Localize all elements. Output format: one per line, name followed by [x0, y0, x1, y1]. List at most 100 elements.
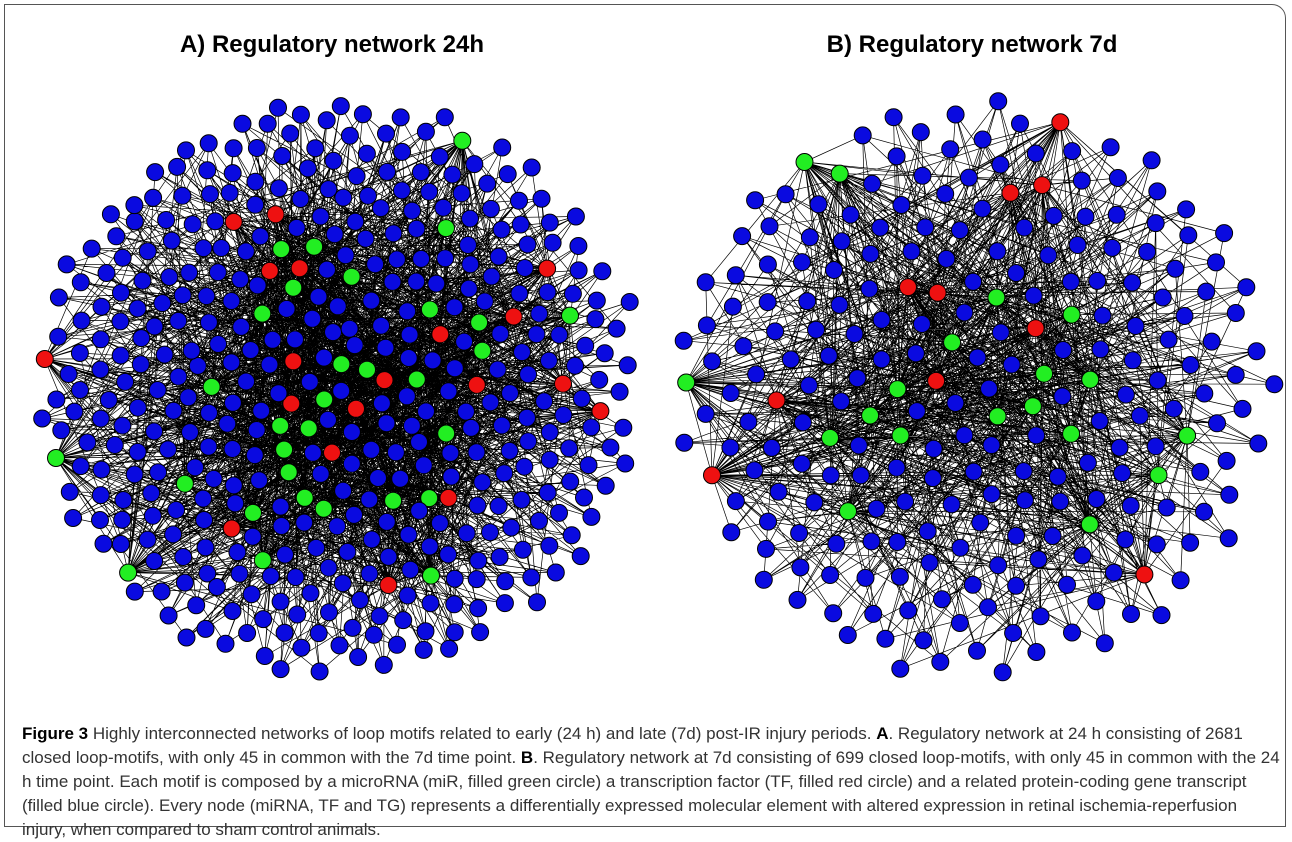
node	[345, 505, 363, 524]
node	[338, 542, 357, 561]
node	[515, 457, 534, 476]
node	[1061, 272, 1080, 291]
node	[562, 526, 581, 545]
caption-label: B	[520, 748, 534, 767]
node	[372, 316, 391, 335]
node	[155, 345, 174, 364]
node	[800, 228, 819, 247]
node	[1031, 607, 1050, 626]
node	[237, 372, 256, 391]
node	[391, 469, 410, 488]
node	[821, 566, 840, 584]
node	[991, 155, 1010, 174]
node	[1146, 437, 1165, 456]
node	[519, 432, 538, 451]
node	[91, 409, 110, 428]
node	[439, 545, 458, 564]
node	[481, 199, 500, 218]
node	[1226, 304, 1245, 322]
node	[128, 442, 147, 461]
node	[1014, 462, 1033, 481]
node	[848, 369, 867, 388]
node	[284, 278, 303, 297]
node	[287, 218, 306, 237]
node	[927, 371, 946, 390]
node	[510, 284, 529, 303]
node	[153, 294, 172, 313]
node	[224, 212, 243, 231]
node	[1146, 214, 1165, 233]
node	[973, 130, 992, 149]
node	[91, 330, 110, 349]
node	[845, 325, 864, 343]
node	[422, 566, 440, 585]
node	[888, 533, 907, 551]
node	[70, 344, 89, 362]
node	[955, 426, 974, 445]
node	[1191, 462, 1210, 481]
node	[222, 292, 241, 310]
node	[400, 325, 419, 344]
node	[754, 570, 773, 589]
node	[60, 482, 79, 501]
node	[1062, 305, 1081, 324]
node	[861, 406, 880, 425]
node	[1007, 264, 1026, 282]
node	[830, 295, 849, 314]
node	[384, 224, 403, 243]
node	[328, 517, 347, 536]
node	[1177, 200, 1196, 219]
node	[393, 142, 412, 161]
node	[469, 551, 488, 570]
node	[233, 114, 252, 133]
node	[125, 582, 144, 601]
node	[57, 255, 76, 274]
node	[832, 232, 851, 251]
node	[721, 384, 740, 402]
node	[470, 313, 489, 332]
node	[301, 584, 320, 603]
node	[1138, 242, 1157, 261]
node	[891, 659, 910, 678]
node	[697, 316, 716, 335]
node	[196, 538, 215, 557]
node	[346, 212, 365, 231]
node	[360, 564, 379, 583]
node	[527, 325, 546, 344]
node	[946, 394, 965, 412]
node	[933, 590, 951, 609]
node	[222, 353, 241, 372]
node	[721, 438, 740, 457]
node	[1219, 529, 1238, 548]
node	[937, 249, 956, 268]
node	[745, 461, 764, 480]
node	[746, 191, 765, 210]
node	[674, 331, 693, 350]
node	[399, 525, 418, 544]
node	[145, 422, 164, 441]
node	[923, 469, 942, 488]
node	[807, 320, 825, 339]
node	[518, 408, 536, 427]
node	[52, 421, 71, 440]
node	[1080, 515, 1099, 534]
node	[241, 341, 260, 359]
node	[963, 575, 982, 594]
node	[92, 297, 111, 316]
node	[271, 497, 290, 516]
node	[277, 299, 296, 318]
node	[896, 492, 915, 511]
node	[263, 330, 282, 349]
node	[1123, 351, 1142, 370]
node	[1091, 340, 1110, 359]
node	[125, 196, 144, 215]
node	[371, 199, 390, 218]
node	[236, 242, 255, 261]
node	[228, 543, 247, 562]
node	[246, 195, 265, 214]
node	[186, 458, 205, 477]
node	[200, 403, 218, 422]
node	[518, 235, 537, 254]
node	[1110, 438, 1129, 457]
node	[792, 454, 811, 473]
